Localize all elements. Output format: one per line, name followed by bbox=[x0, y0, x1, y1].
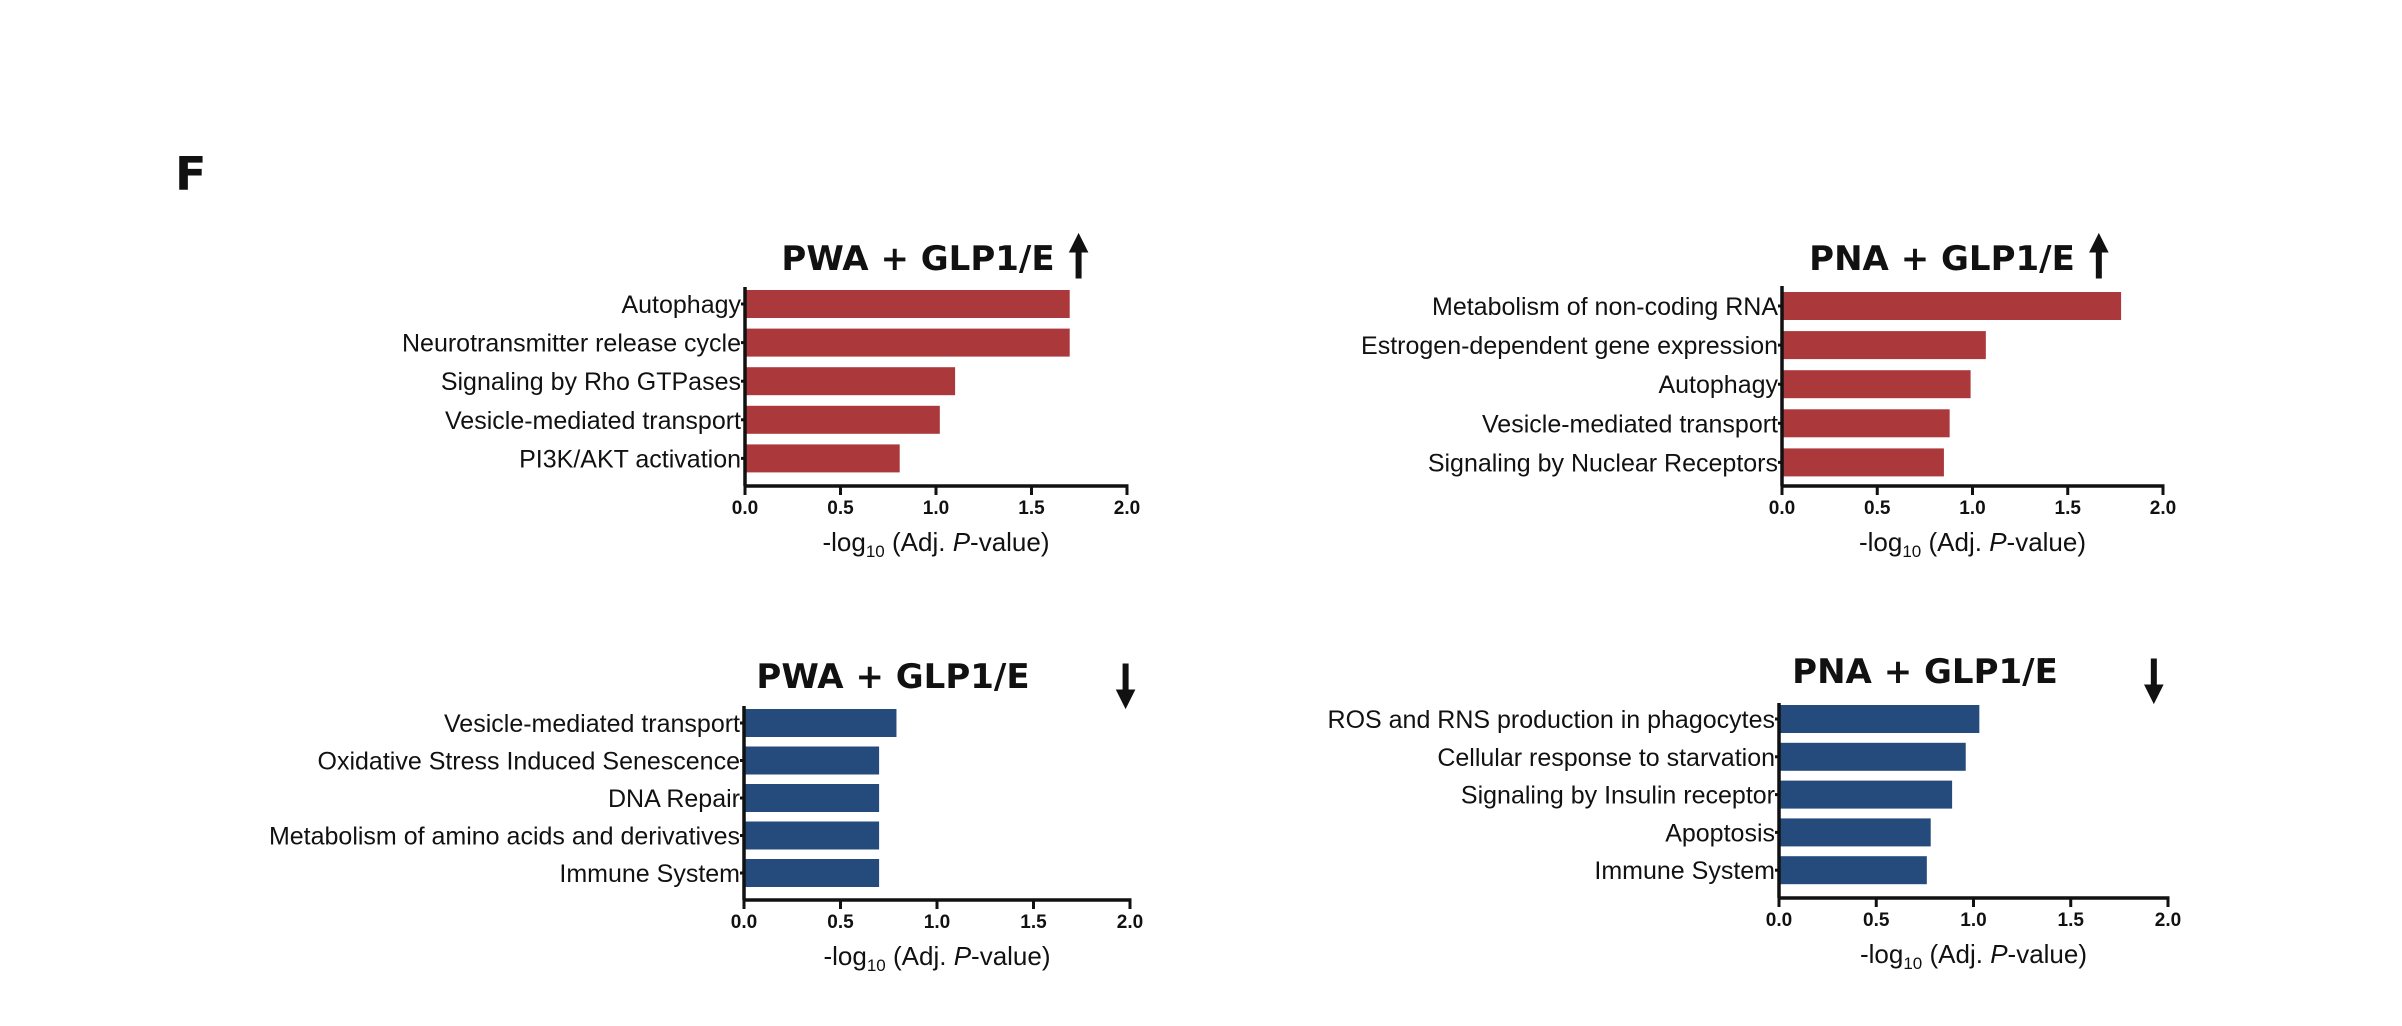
category-label: Signaling by Rho GTPases bbox=[441, 368, 741, 396]
arrow-up-icon bbox=[1068, 232, 1089, 279]
category-label: Autophagy bbox=[621, 291, 741, 319]
x-tick-label: 2.0 bbox=[1117, 912, 1143, 933]
category-label: Signaling by Insulin receptor bbox=[1461, 782, 1775, 810]
bar-2 bbox=[1782, 331, 1986, 360]
category-label: Immune System bbox=[559, 860, 740, 888]
x-tick-label: 0.0 bbox=[1766, 910, 1792, 931]
x-tick-label: 0.5 bbox=[827, 498, 854, 519]
x-axis-label-suffix: -value) bbox=[970, 527, 1049, 557]
bar-4 bbox=[744, 821, 880, 850]
category-label: ROS and RNS production in phagocytes bbox=[1328, 706, 1775, 734]
x-axis-label-subscript: 10 bbox=[867, 956, 886, 975]
x-axis-label-mid: (Adj. bbox=[1921, 527, 1989, 557]
chart-title: PWA + GLP1/E bbox=[781, 239, 1054, 279]
bar-1 bbox=[1782, 292, 2122, 320]
x-axis-label-mid: (Adj. bbox=[886, 941, 954, 971]
x-tick-label: 1.5 bbox=[1020, 912, 1047, 933]
x-axis-label-subscript: 10 bbox=[866, 542, 885, 561]
bar-5 bbox=[745, 444, 900, 473]
chart-title: PNA + GLP1/E bbox=[1792, 652, 2058, 692]
x-tick-label: 0.0 bbox=[1769, 498, 1795, 519]
chart-panel-4: PNA + GLP1/E ROS and RNS production in ph… bbox=[1328, 652, 2182, 973]
x-tick-label: 0.5 bbox=[1864, 498, 1891, 519]
chart-panel-1: PWA + GLP1/E Autophagy Neurotransmitter re… bbox=[402, 232, 1140, 561]
bar-3 bbox=[1779, 780, 1953, 809]
bar-2 bbox=[745, 328, 1070, 357]
x-tick-label: 0.5 bbox=[827, 912, 854, 933]
x-tick-label: 1.5 bbox=[1018, 498, 1045, 519]
x-tick-label: 0.5 bbox=[1863, 910, 1890, 931]
x-axis-label-italic: P bbox=[1990, 939, 2008, 969]
x-axis-label-subscript: 10 bbox=[1903, 954, 1922, 973]
chart-title: PWA + GLP1/E bbox=[756, 657, 1029, 697]
bar-4 bbox=[1782, 409, 1950, 438]
x-tick-label: 0.0 bbox=[731, 912, 757, 933]
category-label: Oxidative Stress Induced Senescence bbox=[318, 748, 740, 776]
chart-title: PNA + GLP1/E bbox=[1809, 239, 2075, 279]
category-label: Vesicle-mediated transport bbox=[1482, 410, 1778, 438]
bar-5 bbox=[744, 859, 880, 887]
x-tick-label: 1.0 bbox=[1959, 498, 1985, 519]
x-tick-label: 2.0 bbox=[2150, 498, 2176, 519]
x-tick-label: 2.0 bbox=[1114, 498, 1140, 519]
x-axis-label: -log10 (Adj. P-value) bbox=[822, 527, 1049, 561]
bar-2 bbox=[744, 746, 880, 775]
category-label: Vesicle-mediated transport bbox=[445, 407, 741, 435]
category-label: Vesicle-mediated transport bbox=[444, 710, 740, 738]
x-axis-label-subscript: 10 bbox=[1902, 542, 1921, 561]
arrow-up-icon bbox=[2089, 232, 2109, 279]
x-axis-label: -log10 (Adj. P-value) bbox=[1860, 939, 2087, 973]
x-tick-label: 2.0 bbox=[2155, 910, 2181, 931]
x-tick-label: 1.0 bbox=[1960, 910, 1986, 931]
x-axis-label-prefix: -log bbox=[1859, 527, 1902, 557]
bar-3 bbox=[745, 367, 956, 396]
x-axis-label-italic: P bbox=[1989, 527, 2007, 557]
panel-letter: F bbox=[175, 147, 206, 201]
x-axis-label-suffix: -value) bbox=[2008, 939, 2087, 969]
x-axis-label-italic: P bbox=[953, 527, 971, 557]
category-label: Cellular response to starvation bbox=[1437, 744, 1775, 772]
x-tick-label: 1.0 bbox=[924, 912, 950, 933]
category-label: Immune System bbox=[1594, 857, 1775, 885]
bar-3 bbox=[1782, 370, 1971, 399]
category-label: Apoptosis bbox=[1665, 819, 1775, 847]
category-label: Metabolism of non-coding RNA bbox=[1432, 293, 1778, 321]
category-label: Estrogen-dependent gene expression bbox=[1361, 332, 1778, 360]
bar-4 bbox=[1779, 818, 1931, 847]
x-tick-label: 1.0 bbox=[923, 498, 949, 519]
bar-1 bbox=[1779, 705, 1980, 733]
x-axis-label: -log10 (Adj. P-value) bbox=[1859, 527, 2086, 561]
arrow-down-icon bbox=[2144, 658, 2164, 705]
x-axis-label-mid: (Adj. bbox=[1922, 939, 1990, 969]
bar-2 bbox=[1779, 742, 1966, 771]
bar-5 bbox=[1779, 856, 1927, 885]
bar-5 bbox=[1782, 448, 1944, 477]
bar-1 bbox=[744, 709, 897, 737]
category-label: DNA Repair bbox=[608, 785, 740, 813]
x-axis-label: -log10 (Adj. P-value) bbox=[823, 941, 1050, 975]
x-axis-label-prefix: -log bbox=[1860, 939, 1903, 969]
x-axis-label-suffix: -value) bbox=[2007, 527, 2086, 557]
x-tick-label: 1.5 bbox=[2055, 498, 2082, 519]
chart-panel-3: PWA + GLP1/E Vesicle-mediated transport Ox… bbox=[269, 657, 1143, 975]
category-label: Neurotransmitter release cycle bbox=[402, 330, 741, 358]
category-label: Metabolism of amino acids and derivative… bbox=[269, 823, 740, 851]
x-axis-label-italic: P bbox=[954, 941, 972, 971]
category-label: Signaling by Nuclear Receptors bbox=[1428, 449, 1778, 477]
chart-panel-2: PNA + GLP1/E Metabolism of non-coding RNA… bbox=[1361, 232, 2176, 561]
arrow-down-icon bbox=[1115, 663, 1136, 710]
category-label: PI3K/AKT activation bbox=[519, 445, 741, 473]
bar-3 bbox=[744, 784, 880, 812]
x-axis-label-suffix: -value) bbox=[971, 941, 1050, 971]
x-axis-label-prefix: -log bbox=[822, 527, 865, 557]
x-tick-label: 1.5 bbox=[2058, 910, 2085, 931]
category-label: Autophagy bbox=[1658, 371, 1778, 399]
x-axis-label-mid: (Adj. bbox=[885, 527, 953, 557]
bar-1 bbox=[745, 290, 1070, 318]
bar-4 bbox=[745, 405, 940, 434]
x-axis-label-prefix: -log bbox=[823, 941, 866, 971]
x-tick-label: 0.0 bbox=[732, 498, 758, 519]
